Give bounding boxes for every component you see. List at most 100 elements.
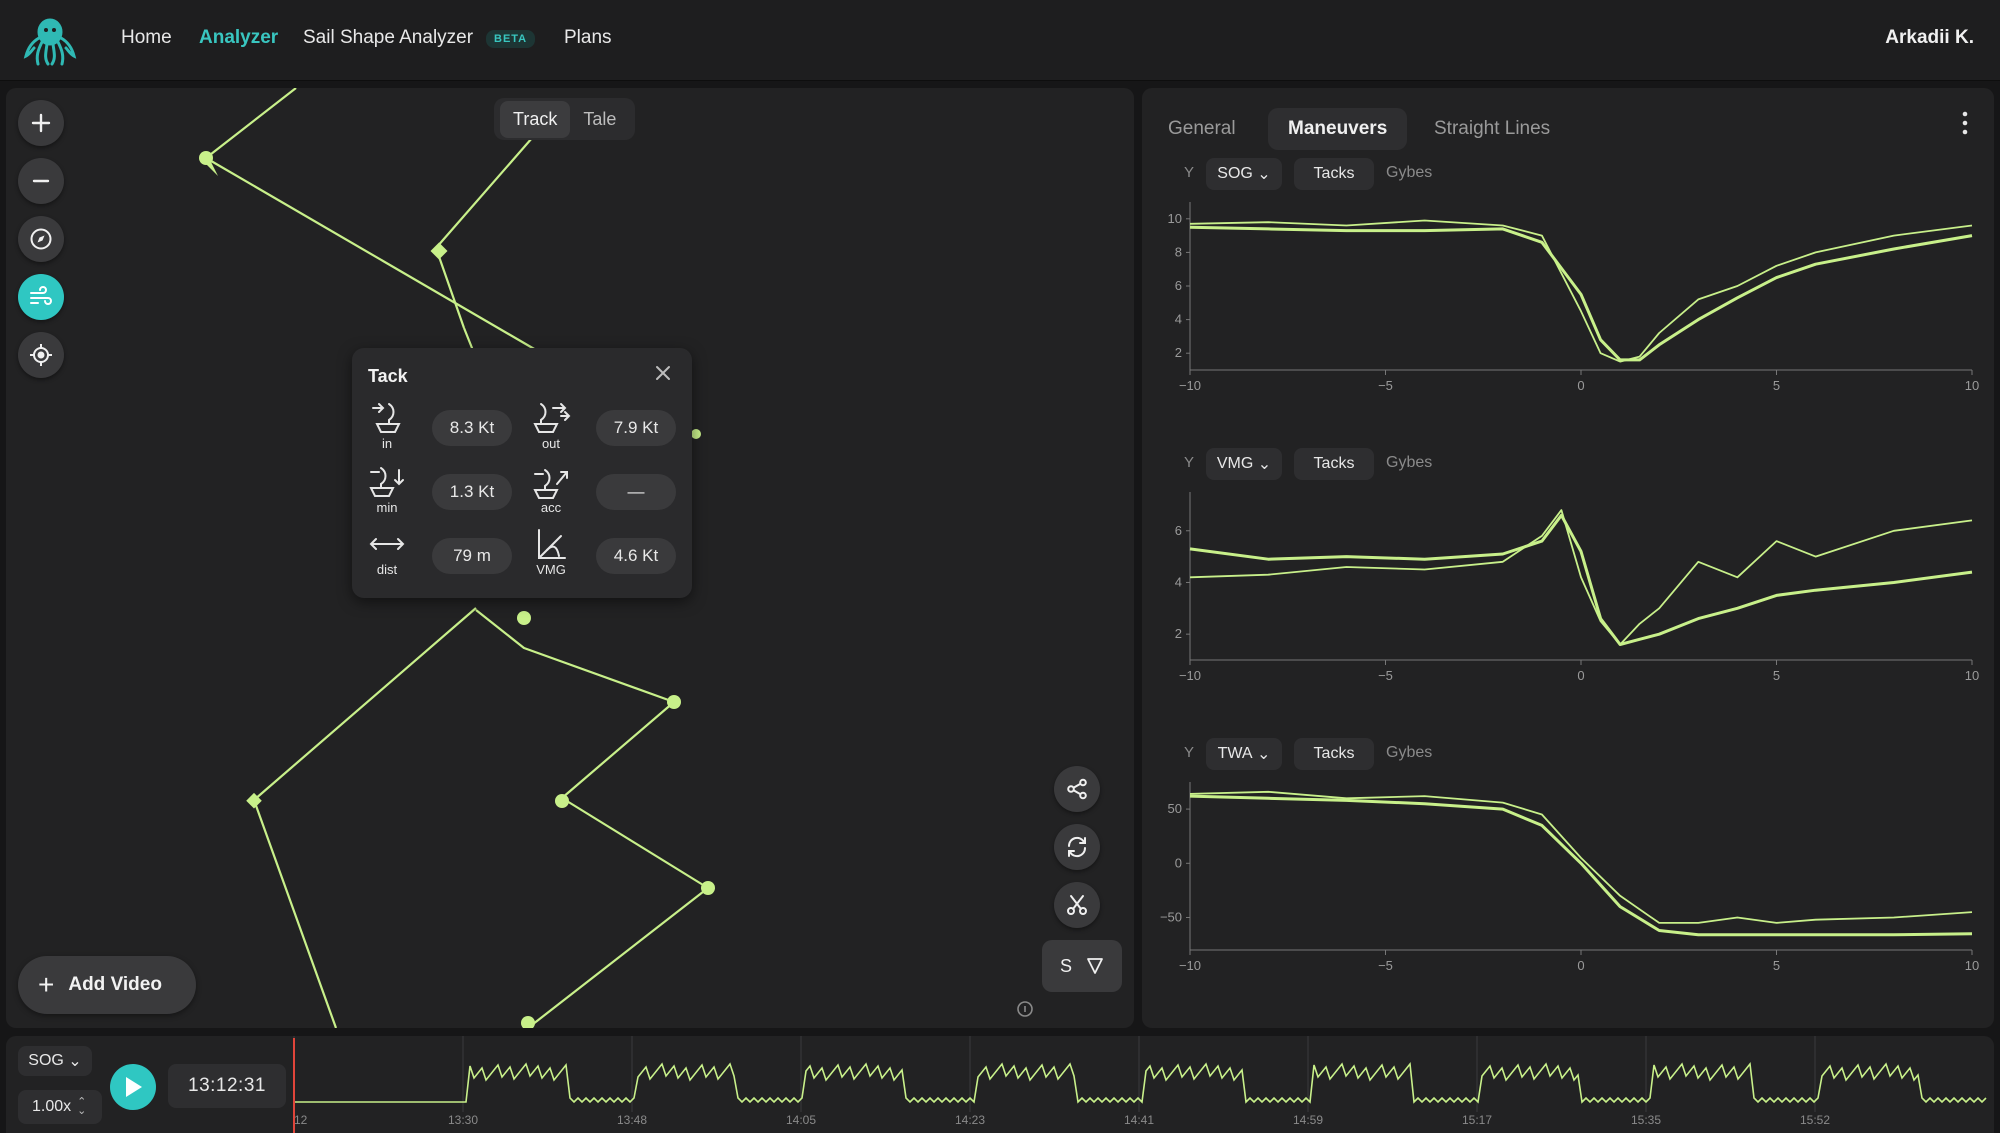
timeline-bar: SOG ⌄ 1.00x ⌃ ⌄ 13:12:31 12 13:30 13:48 14:0… [6, 1036, 1994, 1133]
y-tick-label: 0 [1175, 855, 1182, 870]
x-tick-label: 5 [1773, 378, 1780, 393]
speed-in-icon: in [362, 402, 412, 458]
sog-chart: 2 4 6 8 10 −10 −5 0 5 10 [1168, 202, 1979, 393]
y-tick-label: 4 [1175, 574, 1182, 589]
chart-vmg-controls: Y VMG ⌄ Tacks Gybes [1142, 448, 1742, 482]
metric-dropdown-sog[interactable]: SOG ⌄ [1206, 158, 1282, 190]
filter-icon [1087, 958, 1103, 974]
maneuver-marker [206, 160, 218, 176]
playback-speed-stepper[interactable]: 1.00x ⌃ ⌄ [18, 1090, 102, 1124]
share-button[interactable] [1054, 766, 1100, 812]
y-tick-label: 2 [1175, 626, 1182, 641]
y-tick-label: 2 [1175, 345, 1182, 360]
nav-analyzer[interactable]: Analyzer [199, 27, 279, 48]
filter-button[interactable]: S [1042, 940, 1122, 992]
tacks-toggle[interactable]: Tacks [1294, 448, 1374, 480]
x-tick-label: −5 [1378, 378, 1393, 393]
tab-straight-lines[interactable]: Straight Lines [1434, 118, 1551, 139]
timeline-tick-label: 14:23 [955, 1113, 985, 1127]
maneuver-marker [517, 611, 531, 625]
gybes-toggle[interactable]: Gybes [1386, 454, 1433, 471]
gybes-toggle[interactable]: Gybes [1386, 164, 1433, 181]
nav-plans[interactable]: Plans [564, 27, 612, 48]
metric-dropdown-twa[interactable]: TWA ⌄ [1206, 738, 1282, 770]
metric-dropdown-vmg[interactable]: VMG ⌄ [1206, 448, 1282, 480]
chevron-down-icon: ⌄ [1257, 166, 1271, 183]
maneuver-marker [691, 429, 701, 439]
timeline-track[interactable]: 12 13:30 13:48 14:05 14:23 14:41 14:59 15:17 15:… [288, 1036, 1994, 1133]
more-options-icon[interactable] [1962, 110, 1968, 136]
nav-sail-shape-analyzer[interactable]: Sail Shape Analyzer [303, 27, 474, 48]
chart-sog-controls: Y SOG ⌄ Tacks Gybes [1142, 158, 1742, 192]
speed-in-value: 8.3 Kt [432, 410, 512, 446]
map-panel[interactable]: Track Tale Tack in 8.3 Kt out 7.9 Kt min… [6, 88, 1134, 1028]
speed-out-value: 7.9 Kt [596, 410, 676, 446]
x-tick-label: 10 [1965, 958, 1979, 973]
track-segment [204, 88, 537, 351]
refresh-button[interactable] [1054, 824, 1100, 870]
track-tab[interactable]: Track [500, 100, 571, 138]
zoom-in-button[interactable] [18, 100, 64, 146]
x-tick-label: 10 [1965, 668, 1979, 683]
tack-popup: Tack in 8.3 Kt out 7.9 Kt min 1.3 Kt acc… [352, 348, 692, 598]
cut-button[interactable] [1054, 882, 1100, 928]
acceleration-value: — [596, 474, 676, 510]
series-line [1189, 219, 1973, 363]
timeline-trace [294, 1061, 1987, 1104]
track-segment [475, 609, 710, 1028]
play-icon [126, 1077, 142, 1097]
timeline-tick-label: 13:48 [617, 1113, 647, 1127]
share-icon [1067, 778, 1087, 800]
y-axis-label: Y [1184, 744, 1195, 761]
distance-value: 79 m [432, 538, 512, 574]
tacks-toggle[interactable]: Tacks [1294, 158, 1374, 190]
timeline-tick-label: 15:35 [1631, 1113, 1661, 1127]
maneuver-marker [667, 695, 681, 709]
speed-out-icon: out [526, 402, 576, 458]
x-tick-label: 0 [1577, 378, 1584, 393]
tab-general[interactable]: General [1168, 118, 1236, 139]
analysis-panel: General Maneuvers Straight Lines Y SOG ⌄… [1142, 88, 1994, 1028]
close-icon[interactable] [654, 364, 672, 382]
chevron-down-icon: ⌄ [1257, 746, 1271, 763]
track-map[interactable] [6, 88, 1134, 1028]
track-tale-toggle: Track Tale [494, 98, 636, 140]
scissors-icon [1067, 895, 1087, 915]
y-tick-label: 6 [1175, 278, 1182, 293]
wind-button[interactable] [18, 274, 64, 320]
add-video-button[interactable]: + Add Video [18, 956, 196, 1014]
nav-home[interactable]: Home [121, 27, 172, 48]
maneuver-marker [701, 881, 715, 895]
x-tick-label: 10 [1965, 378, 1979, 393]
octopus-logo-icon[interactable] [22, 12, 78, 68]
user-menu[interactable]: Arkadii K. [1885, 27, 1974, 48]
compass-button[interactable] [18, 216, 64, 262]
x-tick-label: −5 [1378, 668, 1393, 683]
y-tick-label: 8 [1175, 244, 1182, 259]
maneuver-marker [521, 1016, 535, 1028]
speed-min-value: 1.3 Kt [432, 474, 512, 510]
chevron-down-icon: ⌄ [68, 1053, 82, 1070]
timeline-tick-label: 15:17 [1462, 1113, 1492, 1127]
gybes-toggle[interactable]: Gybes [1386, 744, 1433, 761]
play-button[interactable] [110, 1064, 156, 1110]
locate-button[interactable] [18, 332, 64, 378]
x-tick-label: −10 [1179, 378, 1201, 393]
stepper-arrows-icon[interactable]: ⌃ ⌄ [77, 1096, 87, 1117]
y-tick-label: 10 [1168, 211, 1182, 226]
add-video-label: Add Video [68, 974, 162, 995]
track-segment [434, 121, 547, 329]
plus-icon [31, 113, 51, 133]
tale-tab[interactable]: Tale [583, 108, 617, 129]
zoom-out-button[interactable] [18, 158, 64, 204]
timeline-metric-dropdown[interactable]: SOG ⌄ [18, 1046, 92, 1076]
tacks-toggle[interactable]: Tacks [1294, 738, 1374, 770]
tab-maneuvers[interactable]: Maneuvers [1268, 108, 1408, 150]
info-icon[interactable] [1016, 1000, 1034, 1018]
series-line [1189, 509, 1973, 646]
vmg-value: 4.6 Kt [596, 538, 676, 574]
x-tick-label: −10 [1179, 958, 1201, 973]
series-line [1189, 790, 1973, 924]
timeline-tick-label: 15:52 [1800, 1113, 1830, 1127]
timeline-tick-label: 14:59 [1293, 1113, 1323, 1127]
